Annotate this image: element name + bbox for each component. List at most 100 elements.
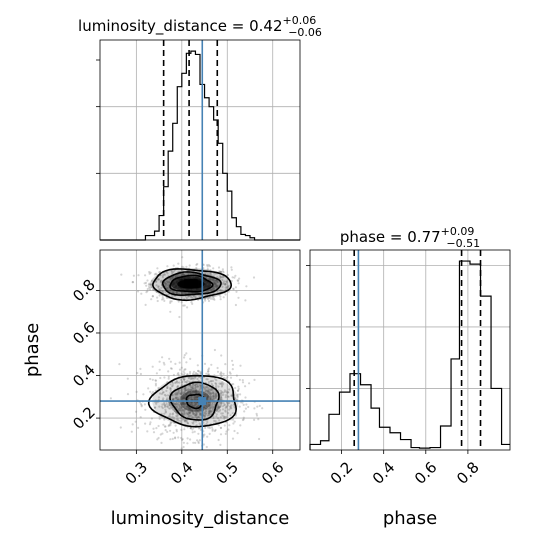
scatter-point xyxy=(216,407,219,410)
scatter-point xyxy=(209,403,212,407)
scatter-point xyxy=(175,381,178,384)
scatter-point xyxy=(170,421,173,424)
scatter-point xyxy=(157,386,160,390)
scatter-point xyxy=(216,370,220,373)
scatter-point xyxy=(195,409,198,412)
scatter-point xyxy=(219,275,222,278)
scatter-point xyxy=(172,416,175,419)
scatter-point xyxy=(163,299,166,302)
scatter-point xyxy=(223,404,226,407)
scatter-point xyxy=(173,402,176,405)
scatter-point xyxy=(167,424,170,428)
scatter-point xyxy=(181,395,184,398)
scatter-point xyxy=(183,419,186,422)
scatter-point xyxy=(219,270,222,273)
scatter-point xyxy=(180,397,183,400)
scatter-point xyxy=(214,283,218,286)
scatter-point xyxy=(188,411,191,414)
scatter-point xyxy=(149,271,152,274)
scatter-point xyxy=(230,268,233,271)
scatter-point xyxy=(206,395,209,398)
scatter-point xyxy=(184,407,187,410)
scatter-point xyxy=(186,306,189,309)
scatter-point xyxy=(232,422,235,425)
scatter-point xyxy=(183,372,186,375)
scatter-point xyxy=(213,281,216,284)
scatter-point xyxy=(184,291,187,295)
y-axis-label-phase: phase xyxy=(22,323,43,377)
scatter-point xyxy=(169,301,172,304)
scatter-point xyxy=(213,282,216,285)
scatter-point xyxy=(181,408,184,411)
scatter-point xyxy=(198,439,201,442)
scatter-point xyxy=(213,429,216,433)
scatter-point xyxy=(232,288,235,291)
scatter-point xyxy=(207,263,210,267)
scatter-point xyxy=(161,432,164,435)
scatter-point xyxy=(182,445,185,449)
luminosity-distance-histogram-frame xyxy=(99,39,301,241)
scatter-point xyxy=(148,272,151,275)
scatter-point xyxy=(168,280,171,283)
scatter-point xyxy=(195,402,198,405)
scatter-point xyxy=(193,387,197,390)
scatter-point xyxy=(212,278,215,281)
scatter-point xyxy=(208,411,211,414)
scatter-point xyxy=(208,390,211,393)
scatter-point xyxy=(163,401,166,405)
scatter-point xyxy=(209,297,212,300)
scatter-point xyxy=(190,388,193,391)
scatter-point xyxy=(223,417,226,420)
scatter-point xyxy=(183,380,186,383)
scatter-point xyxy=(140,404,143,407)
scatter-point xyxy=(191,391,194,394)
scatter-point xyxy=(180,436,183,440)
scatter-point xyxy=(219,389,222,392)
scatter-point xyxy=(216,404,219,407)
scatter-point xyxy=(176,396,179,399)
scatter-point xyxy=(189,388,192,391)
scatter-point xyxy=(209,395,212,398)
scatter-point xyxy=(233,420,236,423)
scatter-point xyxy=(219,426,223,430)
scatter-point xyxy=(190,396,193,399)
scatter-point xyxy=(229,405,232,408)
scatter-point xyxy=(221,283,225,286)
scatter-point xyxy=(224,432,227,435)
scatter-point xyxy=(135,410,138,413)
scatter-point xyxy=(207,390,210,393)
scatter-point xyxy=(204,412,207,415)
scatter-point xyxy=(212,395,215,398)
scatter-point xyxy=(184,389,187,392)
scatter-point xyxy=(171,415,174,418)
scatter-point xyxy=(177,292,181,295)
scatter-point xyxy=(178,381,181,384)
scatter-point xyxy=(225,430,228,433)
scatter-point xyxy=(187,390,190,393)
scatter-point xyxy=(197,441,200,445)
scatter-point xyxy=(187,406,190,410)
ld-xtick-label-3: 0.6 xyxy=(258,458,288,488)
phase-histogram-grid xyxy=(310,250,510,450)
scatter-point xyxy=(176,398,179,401)
scatter-point xyxy=(189,438,192,441)
luminosity-distance-histogram-panel: luminosity_distance = 0.42+0.06 −0.06 xyxy=(78,14,322,241)
scatter-point xyxy=(253,378,256,381)
scatter-point xyxy=(186,442,189,445)
scatter-point xyxy=(204,410,207,413)
scatter-point xyxy=(180,392,183,395)
scatter-point xyxy=(211,428,214,431)
scatter-point xyxy=(219,443,222,446)
scatter-point xyxy=(175,406,178,409)
scatter-point xyxy=(208,408,211,411)
scatter-point xyxy=(185,405,188,408)
scatter-point xyxy=(204,395,207,398)
scatter-point xyxy=(222,276,225,279)
scatter-point xyxy=(228,388,231,391)
scatter-point xyxy=(180,301,183,304)
scatter-point xyxy=(161,296,164,299)
scatter-point xyxy=(164,284,167,288)
scatter-point xyxy=(168,407,172,410)
scatter-point xyxy=(239,364,242,367)
scatter-point xyxy=(191,431,194,434)
